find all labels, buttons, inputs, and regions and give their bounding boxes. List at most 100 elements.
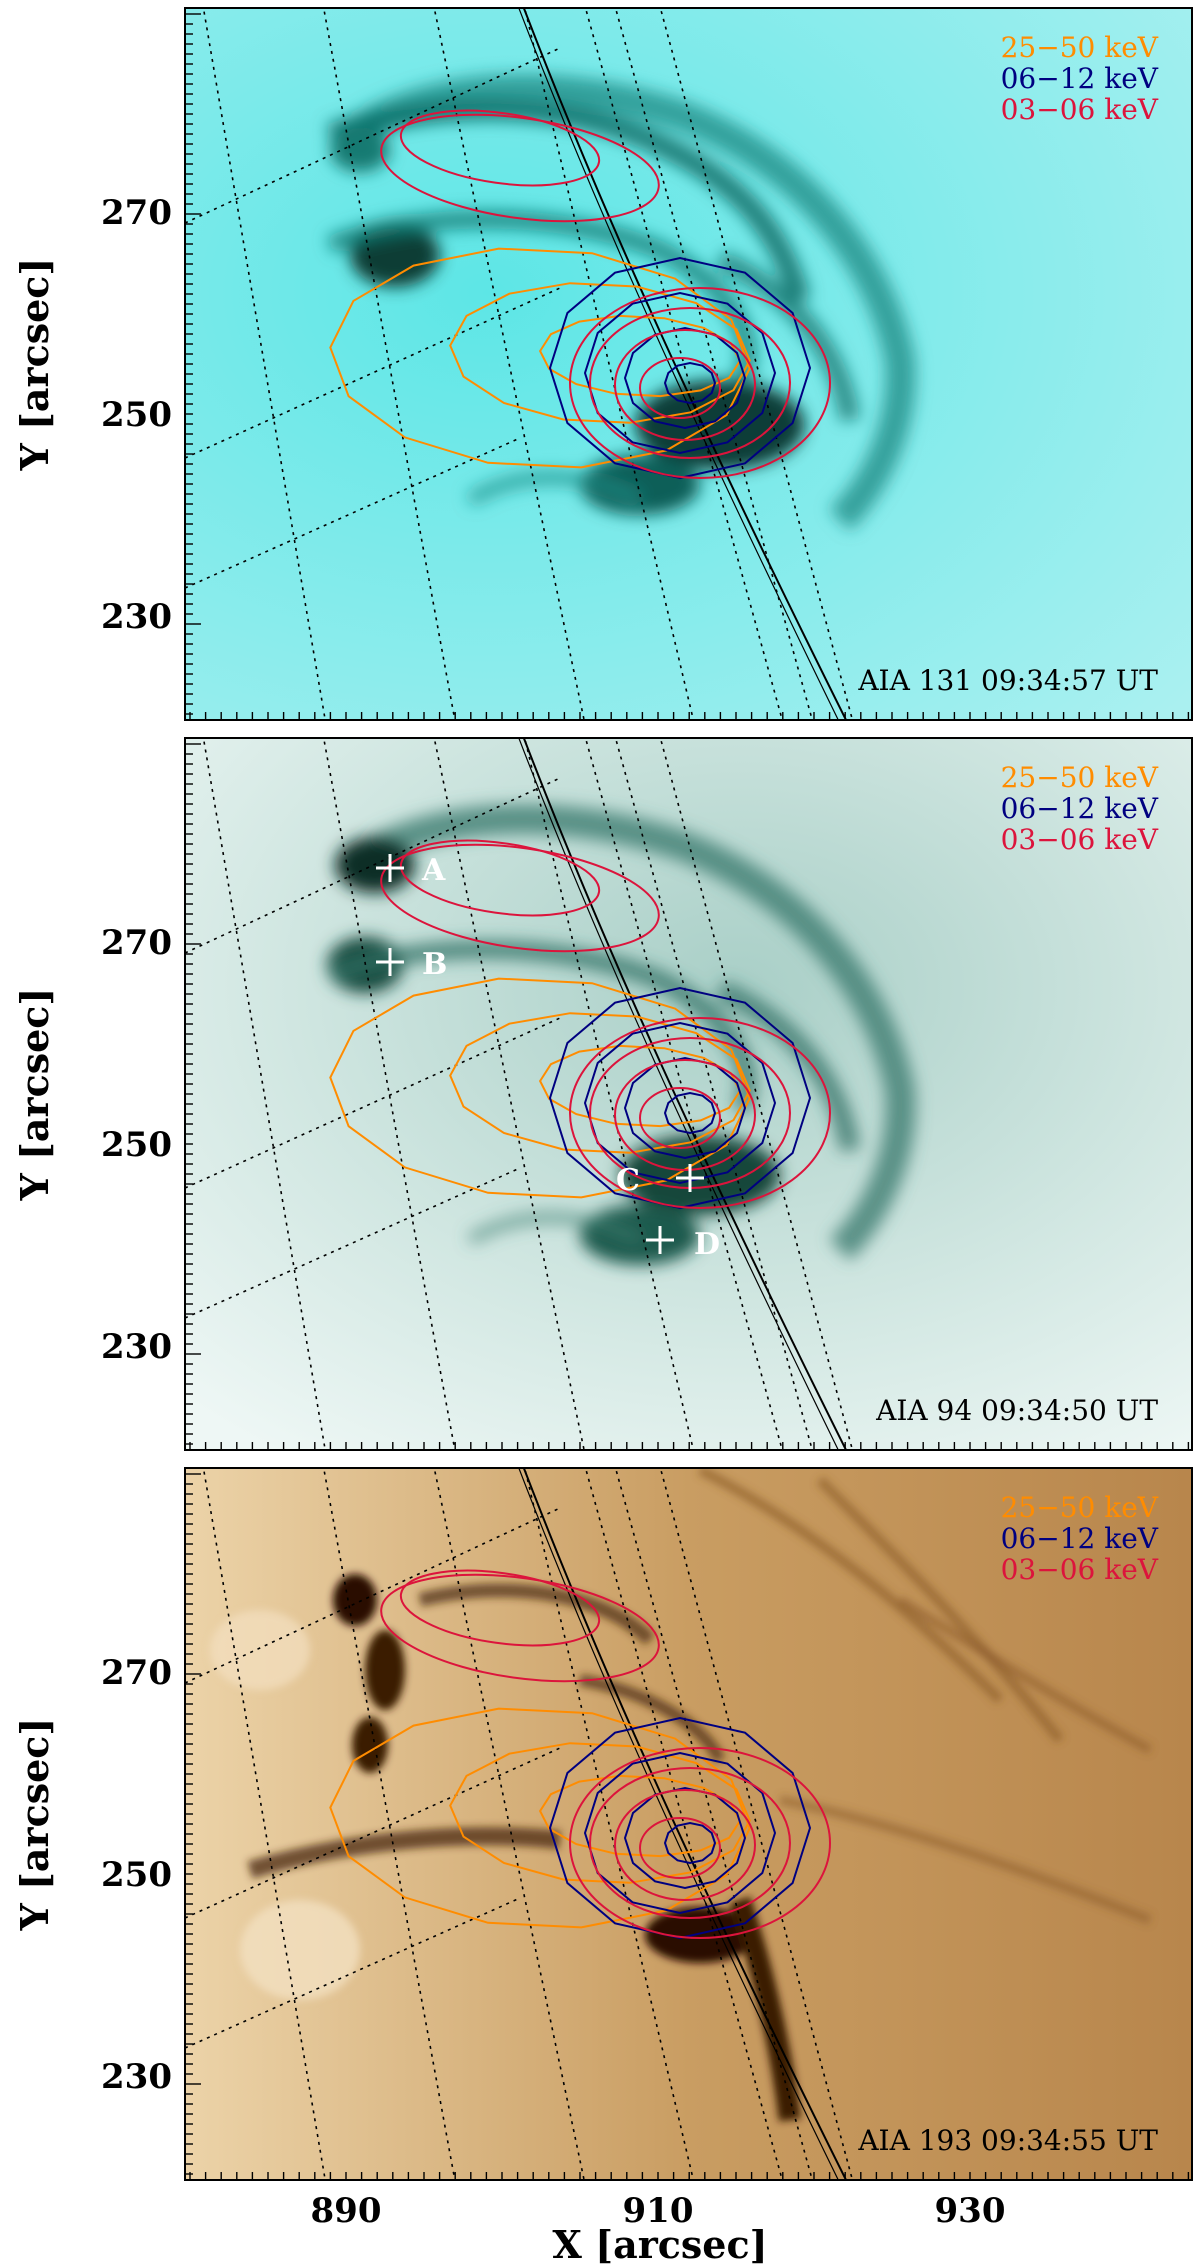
x-tick-label: 890 [311,2191,382,2231]
legend-entry-2: 03−06 keV [1001,823,1159,856]
contour-06-12kev [663,361,717,405]
x-tick-label: 930 [935,2191,1006,2231]
grid-line [584,738,784,1450]
solar-limb [518,738,839,1450]
point-label-d: D [694,1227,720,1262]
grid-line [659,1468,854,2180]
contour-03-06kev [614,1789,756,1901]
contour-03-06kev [614,1059,756,1171]
y-axis-label: Y [arcsec] [12,988,57,1202]
y-tick-label: 270 [101,1653,172,1693]
contour-25-50kev [329,977,751,1199]
contour-25-50kev [449,1742,751,1884]
grid-line [584,8,784,720]
contour-03-06kev [399,1569,601,1647]
contour-03-06kev [569,287,831,479]
contour-03-06kev [589,307,791,459]
panel-caption-aia131: AIA 131 09:34:57 UT [857,664,1158,697]
grid-line [614,8,814,720]
point-label-a: A [421,853,446,888]
solar-limb [522,8,848,720]
contour-25-50kev [538,1044,742,1128]
grid-line [185,777,561,954]
grid-line [185,1897,521,2049]
legend-entry-0: 25−50 keV [1001,31,1159,64]
contour-03-06kev [639,1087,721,1149]
grid-line [322,738,456,1450]
panel-overlay [185,8,854,720]
contour-03-06kev [589,1767,791,1919]
contour-25-50kev [329,247,751,469]
legend-entry-2: 03−06 keV [1001,1553,1159,1586]
panel-caption-aia94: AIA 94 09:34:50 UT [875,1394,1158,1427]
y-tick-label: 250 [101,395,172,435]
point-marker-b [376,948,404,976]
grid-line [185,47,561,224]
contour-03-06kev [380,1573,660,1683]
contour-25-50kev [538,1774,742,1858]
grid-line [202,8,327,720]
grid-line [185,437,521,589]
y-tick-label: 270 [101,193,172,233]
y-tick-label: 230 [101,1327,172,1367]
y-tick-label: 250 [101,1125,172,1165]
grid-line [614,738,814,1450]
grid-line [659,738,854,1450]
grid-line [202,738,327,1450]
legend-entry-1: 06−12 keV [1001,792,1159,825]
y-tick-label: 250 [101,1855,172,1895]
point-marker-c [676,1164,704,1192]
panel-overlay [185,1468,854,2180]
contour-06-12kev [663,1091,717,1135]
legend-entry-2: 03−06 keV [1001,93,1159,126]
y-tick-label: 230 [101,597,172,637]
contour-06-12kev [583,1021,777,1185]
contour-03-06kev [639,1817,721,1879]
legend-entry-0: 25−50 keV [1001,761,1159,794]
legend-entry-1: 06−12 keV [1001,1522,1159,1555]
grid-line [185,1507,561,1684]
point-marker-d [646,1226,674,1254]
contour-06-12kev [548,1716,812,1940]
contour-03-06kev [614,329,756,441]
grid-line [322,1468,456,2180]
y-tick-label: 270 [101,923,172,963]
contour-06-12kev [548,256,812,480]
contour-03-06kev [399,109,601,187]
point-label-c: C [616,1163,640,1198]
grid-line [202,1468,327,2180]
contour-06-12kev [583,1751,777,1915]
panel-overlay [185,738,854,1450]
grid-line [584,1468,784,2180]
contour-03-06kev [380,113,660,223]
x-tick-label: 910 [623,2191,694,2231]
contour-03-06kev [399,839,601,917]
solar-limb [518,8,839,720]
legend-entry-1: 06−12 keV [1001,62,1159,95]
contour-06-12kev [548,986,812,1210]
panel-caption-aia193: AIA 193 09:34:55 UT [857,2124,1158,2157]
point-marker-a [376,854,404,882]
solar-limb [522,738,848,1450]
legend-entry-0: 25−50 keV [1001,1491,1159,1524]
y-axis-label: Y [arcsec] [12,258,57,472]
contour-03-06kev [569,1747,831,1939]
grid-line [185,1167,521,1319]
generated-marks [184,7,1193,2181]
contour-03-06kev [639,357,721,419]
x-axis-label: X [arcsec] [552,2222,767,2265]
contour-03-06kev [569,1017,831,1209]
grid-line [523,1468,695,2180]
solar-limb [522,1468,848,2180]
grid-line [659,8,854,720]
contour-25-50kev [449,1012,751,1154]
grid-line [523,8,695,720]
panel-aia193 [185,1468,1192,2180]
grid-line [614,1468,814,2180]
grid-line [322,8,456,720]
contour-03-06kev [380,843,660,953]
y-axis-label: Y [arcsec] [12,1718,57,1932]
y-tick-label: 230 [101,2057,172,2097]
contour-25-50kev [449,282,751,424]
